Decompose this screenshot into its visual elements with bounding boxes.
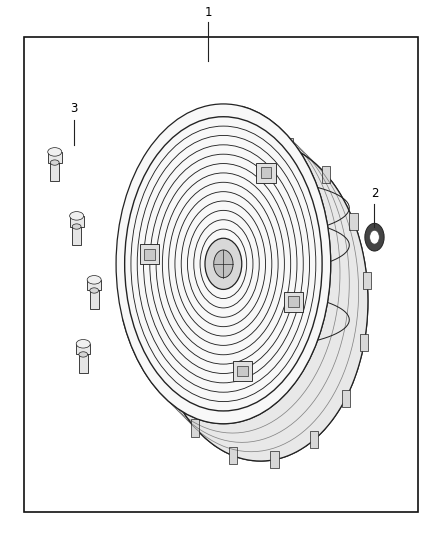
Bar	[237, 366, 248, 376]
Bar	[233, 361, 252, 381]
Ellipse shape	[365, 223, 384, 251]
Bar	[270, 451, 279, 468]
Ellipse shape	[48, 148, 62, 156]
Ellipse shape	[70, 212, 84, 220]
Polygon shape	[123, 107, 368, 461]
Ellipse shape	[79, 352, 88, 357]
Bar	[76, 344, 90, 354]
Bar	[24, 37, 418, 512]
Ellipse shape	[205, 238, 242, 289]
Bar	[284, 292, 303, 312]
Bar	[261, 167, 272, 179]
Bar	[360, 334, 368, 351]
Ellipse shape	[116, 104, 331, 424]
Text: 1: 1	[204, 6, 212, 19]
Bar	[72, 227, 81, 245]
Ellipse shape	[214, 250, 233, 278]
Bar	[79, 354, 88, 373]
Bar	[284, 138, 293, 155]
Bar	[350, 213, 358, 230]
Bar	[144, 249, 155, 260]
Bar	[229, 447, 237, 464]
Bar	[322, 166, 330, 183]
Ellipse shape	[153, 141, 368, 461]
Bar	[70, 216, 84, 227]
Bar	[310, 431, 318, 448]
Bar	[257, 163, 276, 183]
Bar	[363, 272, 371, 289]
Bar	[140, 244, 159, 264]
Text: 3: 3	[70, 102, 77, 115]
Bar	[48, 152, 62, 163]
Bar	[191, 419, 199, 437]
Bar	[90, 290, 99, 309]
Text: 2: 2	[371, 187, 378, 200]
Bar	[342, 390, 350, 407]
Ellipse shape	[72, 224, 81, 229]
Ellipse shape	[50, 160, 59, 165]
Ellipse shape	[90, 288, 99, 293]
Ellipse shape	[370, 230, 379, 244]
Ellipse shape	[87, 276, 101, 284]
Bar	[288, 296, 299, 307]
Ellipse shape	[76, 340, 90, 348]
Bar	[87, 280, 101, 290]
Bar	[50, 163, 59, 181]
Bar	[163, 373, 172, 390]
